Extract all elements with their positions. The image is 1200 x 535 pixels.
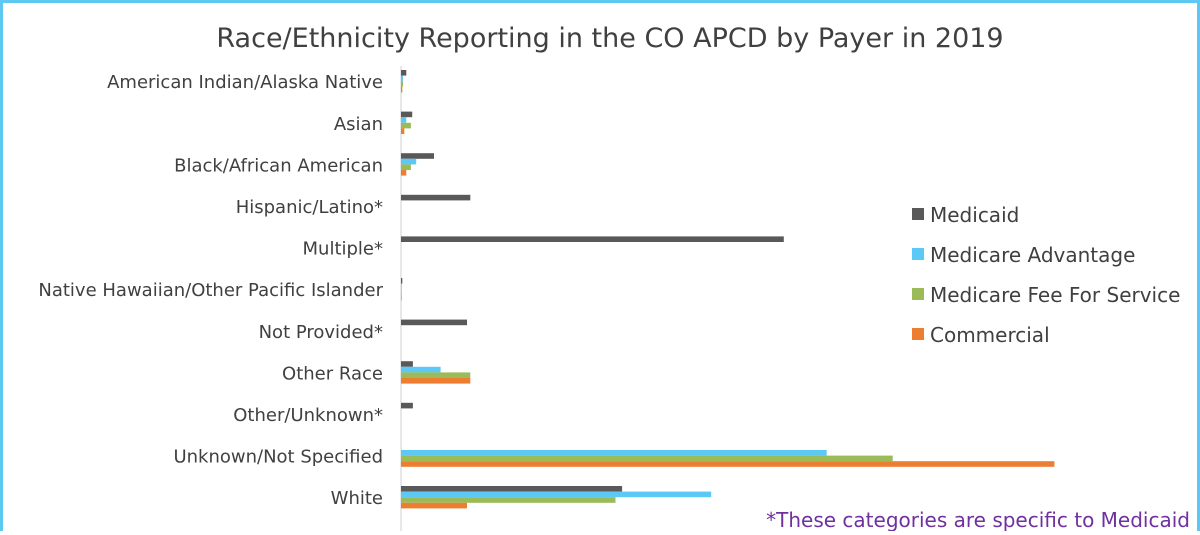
bar-medicare-fee-for-service-white	[401, 497, 616, 503]
bar-commercial-native-hawaiian-other-pacific-islander	[401, 294, 402, 301]
category-label-asian: Asian	[334, 114, 383, 135]
legend-label-medicaid: Medicaid	[930, 203, 1019, 227]
legend-label-medicare-advantage: Medicare Advantage	[930, 243, 1135, 267]
bar-medicaid-white	[401, 486, 623, 492]
legend-label-commercial: Commercial	[930, 323, 1050, 347]
bar-medicaid-asian	[401, 111, 413, 118]
bar-medicare-fee-for-service-native-hawaiian-other-pacific-islander	[401, 289, 402, 295]
bar-medicaid-other-race	[401, 361, 413, 367]
bar-medicare-advantage-white	[401, 491, 712, 498]
bar-medicaid-other-unknown	[401, 402, 413, 409]
category-label-not-provided: Not Provided*	[259, 322, 383, 343]
category-label-white: White	[331, 488, 383, 509]
bar-medicare-fee-for-service-unknown-not-specified	[401, 455, 893, 462]
footnote: *These categories are specific to Medica…	[766, 508, 1190, 531]
bar-medicare-advantage-asian	[401, 117, 407, 123]
legend-swatch-commercial	[912, 328, 924, 340]
category-label-multiple: Multiple*	[303, 239, 384, 260]
bar-commercial-black-african-american	[401, 170, 407, 176]
bar-medicare-advantage-american-indian-alaska-native	[401, 75, 403, 82]
chart-area: Race/Ethnicity Reporting in the CO APCD …	[38, 23, 1190, 532]
category-label-other-race: Other Race	[282, 363, 383, 384]
legend-swatch-medicare-advantage	[912, 248, 924, 260]
category-label-other-unknown: Other/Unknown*	[233, 405, 383, 426]
legend-swatch-medicaid	[912, 208, 924, 220]
bar-commercial-american-indian-alaska-native	[401, 86, 403, 93]
bar-commercial-other-race	[401, 378, 471, 384]
bar-medicare-advantage-unknown-not-specified	[401, 450, 827, 456]
category-label-american-indian-alaska-native: American Indian/Alaska Native	[107, 72, 383, 93]
bar-medicaid-american-indian-alaska-native	[401, 70, 407, 76]
bar-commercial-white	[401, 502, 467, 509]
bar-medicare-advantage-native-hawaiian-other-pacific-islander	[401, 283, 402, 290]
bar-commercial-unknown-not-specified	[401, 461, 1055, 467]
bar-medicare-fee-for-service-asian	[401, 122, 411, 129]
bar-medicaid-multiple	[401, 236, 784, 242]
category-label-native-hawaiian-other-pacific-islander: Native Hawaiian/Other Pacific Islander	[38, 280, 383, 301]
bar-medicaid-not-provided	[401, 319, 467, 326]
legend-swatch-medicare-fee-for-service	[912, 288, 924, 300]
chart-title: Race/Ethnicity Reporting in the CO APCD …	[216, 23, 1003, 54]
category-label-unknown-not-specified: Unknown/Not Specified	[173, 447, 383, 468]
bar-medicaid-black-african-american	[401, 153, 434, 159]
bar-medicare-fee-for-service-black-african-american	[401, 164, 411, 170]
legend-label-medicare-fee-for-service: Medicare Fee For Service	[930, 283, 1180, 307]
bar-medicare-advantage-black-african-american	[401, 158, 417, 165]
category-label-hispanic-latino: Hispanic/Latino*	[236, 197, 383, 218]
bar-medicare-fee-for-service-american-indian-alaska-native	[401, 81, 403, 87]
bar-medicaid-native-hawaiian-other-pacific-islander	[401, 278, 403, 284]
bar-medicare-fee-for-service-other-race	[401, 372, 471, 378]
bar-commercial-asian	[401, 128, 405, 134]
bar-medicaid-hispanic-latino	[401, 194, 471, 201]
bar-medicare-advantage-other-race	[401, 366, 441, 373]
category-label-black-african-american: Black/African American	[174, 155, 383, 176]
